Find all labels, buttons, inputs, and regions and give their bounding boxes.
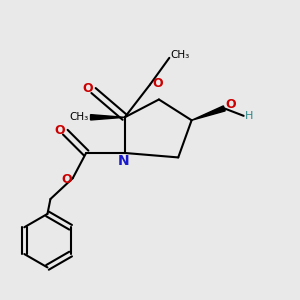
Text: H: H — [245, 111, 254, 122]
Text: O: O — [152, 76, 163, 90]
Polygon shape — [192, 106, 225, 120]
Text: N: N — [117, 154, 129, 168]
Text: O: O — [226, 98, 236, 111]
Polygon shape — [91, 115, 125, 120]
Text: O: O — [61, 173, 72, 186]
Text: O: O — [55, 124, 65, 137]
Text: CH₃: CH₃ — [70, 112, 89, 122]
Text: CH₃: CH₃ — [171, 50, 190, 61]
Text: O: O — [83, 82, 94, 95]
